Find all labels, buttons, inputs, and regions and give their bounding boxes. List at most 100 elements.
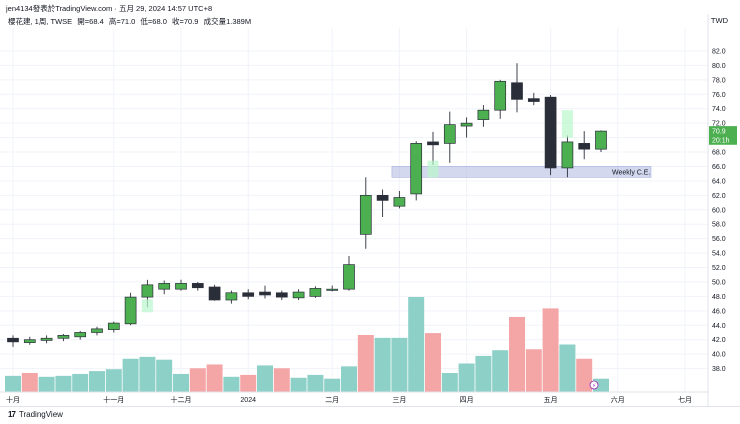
y-tick-label-7: 52.0 xyxy=(712,265,726,272)
y-tick-label-3: 44.0 xyxy=(712,323,726,330)
y-tick-label-9: 56.0 xyxy=(712,236,726,243)
x-tick-label-7: 五月 xyxy=(544,396,558,404)
symbol-label[interactable]: 櫻花建, 1周, TWSE xyxy=(8,17,73,26)
candle-body-24 xyxy=(410,143,423,195)
candle-body-32 xyxy=(544,96,557,169)
candle-body-2 xyxy=(40,337,53,341)
volume-bar-32 xyxy=(542,308,559,392)
footer-logo[interactable]: 17 TradingView xyxy=(8,410,63,419)
x-tick-label-0: 十月 xyxy=(6,395,20,404)
y-tick-label-5: 48.0 xyxy=(712,294,726,301)
candle-body-23 xyxy=(393,197,406,207)
volume-bar-29 xyxy=(492,350,509,392)
y-tick-label-18: 74.0 xyxy=(712,106,726,113)
volume-bar-26 xyxy=(441,373,458,392)
volume-bar-8 xyxy=(139,356,156,392)
volume-bar-24 xyxy=(408,297,425,392)
volume-bar-12 xyxy=(206,364,223,392)
y-tick-label-11: 60.0 xyxy=(712,207,726,214)
candle-body-30 xyxy=(511,82,523,100)
volume-bar-14 xyxy=(240,374,257,392)
projection-box-1 xyxy=(561,110,573,138)
y-tick-label-17: 72.0 xyxy=(712,121,726,128)
footer-divider xyxy=(0,406,740,407)
candle-body-14 xyxy=(242,292,255,297)
candle-body-27 xyxy=(460,122,473,127)
volume-bar-23 xyxy=(391,337,408,392)
candle-body-10 xyxy=(175,283,187,290)
candle-body-12 xyxy=(208,286,221,301)
volume-bar-21 xyxy=(357,335,374,392)
candle-body-31 xyxy=(527,98,540,102)
low-value: 低=68.0 xyxy=(140,17,167,26)
ohlc-legend: 櫻花建, 1周, TWSE 開=68.4 高=71.0 低=68.0 收=70.… xyxy=(8,16,254,27)
y-tick-label-13: 64.0 xyxy=(712,178,726,185)
y-tick-label-2: 42.0 xyxy=(712,337,726,344)
volume-bar-3 xyxy=(55,375,72,392)
candle-body-4 xyxy=(74,332,87,338)
candle-body-29 xyxy=(494,80,507,111)
event-marker-glyph: ⚡ xyxy=(592,383,596,390)
candle-body-15 xyxy=(259,291,271,296)
candle-body-5 xyxy=(91,328,103,333)
y-tick-label-14: 66.0 xyxy=(712,164,726,171)
candle-body-19 xyxy=(326,288,339,291)
volume-bar-22 xyxy=(374,337,391,392)
candle-body-1 xyxy=(23,339,36,343)
price-label-0: 70.9 xyxy=(712,129,726,136)
volume-bar-13 xyxy=(223,376,240,392)
open-value: 開=68.4 xyxy=(77,17,104,26)
close-value: 收=70.9 xyxy=(172,17,199,26)
footer-logo-text: TradingView xyxy=(18,410,63,419)
x-tick-label-9: 七月 xyxy=(678,395,692,404)
candle-body-17 xyxy=(292,291,305,299)
candle-body-28 xyxy=(477,109,490,120)
y-tick-label-12: 62.0 xyxy=(712,193,726,200)
x-tick-label-8: 六月 xyxy=(611,395,625,404)
volume-value: 成交量1.389M xyxy=(203,17,252,26)
candle-body-25 xyxy=(427,141,439,146)
volume-bar-4 xyxy=(72,373,89,392)
price-label-bg-0 xyxy=(709,126,737,137)
volume-bar-28 xyxy=(475,355,492,392)
y-tick-label-19: 76.0 xyxy=(712,92,726,99)
volume-bar-25 xyxy=(425,333,441,392)
price-label-bg-1 xyxy=(709,134,737,145)
volume-bar-2 xyxy=(38,376,55,392)
y-tick-label-15: 68.0 xyxy=(712,150,726,157)
tradingview-logo-icon: 17 xyxy=(8,410,16,419)
y-tick-label-10: 58.0 xyxy=(712,222,726,229)
volume-bar-0 xyxy=(5,375,21,392)
weekly-ce-zone xyxy=(391,166,652,178)
volume-bar-10 xyxy=(173,373,189,392)
volume-bar-31 xyxy=(525,349,542,392)
currency-label[interactable]: TWD xyxy=(710,16,728,25)
weekly-ce-label: Weekly C.E. xyxy=(612,169,650,176)
volume-bar-9 xyxy=(156,359,173,392)
volume-bar-16 xyxy=(273,368,290,392)
y-tick-label-1: 40.0 xyxy=(712,352,726,359)
high-value: 高=71.0 xyxy=(108,17,136,26)
candle-body-3 xyxy=(57,335,70,339)
projection-box-2 xyxy=(427,160,439,178)
candle-body-21 xyxy=(359,194,372,235)
candle-body-20 xyxy=(343,264,355,290)
candle-body-34 xyxy=(578,143,591,150)
candle-body-11 xyxy=(191,283,204,289)
y-tick-label-8: 54.0 xyxy=(712,251,726,258)
volume-bar-19 xyxy=(324,378,341,392)
volume-bar-30 xyxy=(509,316,525,392)
candle-body-33 xyxy=(561,141,574,169)
y-tick-label-20: 78.0 xyxy=(712,77,726,84)
y-tick-label-6: 50.0 xyxy=(712,279,726,286)
x-tick-label-6: 四月 xyxy=(460,396,474,404)
volume-bar-20 xyxy=(341,366,357,392)
x-tick-label-5: 三月 xyxy=(392,396,406,404)
candle-body-0 xyxy=(7,337,19,343)
volume-bar-6 xyxy=(105,369,122,392)
candle-body-8 xyxy=(141,284,154,298)
volume-bar-18 xyxy=(307,374,324,392)
candle-body-7 xyxy=(124,296,137,325)
candle-body-26 xyxy=(443,124,456,144)
